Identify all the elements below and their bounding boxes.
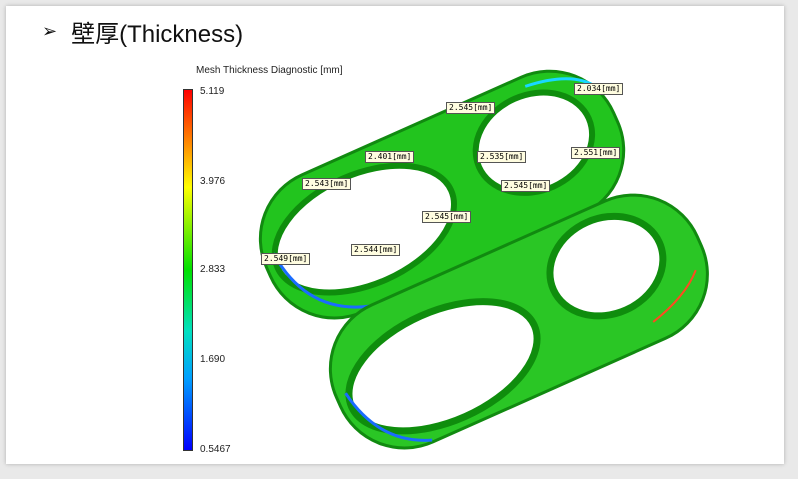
thickness-label: 2.543[mm] xyxy=(302,178,352,190)
scale-tick-4: 1.690 xyxy=(200,354,226,365)
slide-title: 壁厚(Thickness) xyxy=(71,21,244,48)
lower-part xyxy=(328,193,709,450)
bullet-arrow-icon: ➢ xyxy=(42,21,58,41)
thickness-label: 2.401[mm] xyxy=(365,151,415,163)
diagnostic-title: Mesh Thickness Diagnostic [mm] xyxy=(196,65,343,76)
thickness-label: 2.551[mm] xyxy=(571,147,621,159)
thickness-label: 2.535[mm] xyxy=(477,151,527,163)
thickness-label: 2.034[mm] xyxy=(574,83,624,95)
scale-min: 0.5467 xyxy=(200,444,231,455)
thickness-label: 2.545[mm] xyxy=(501,180,551,192)
scale-max: 5.119 xyxy=(200,86,225,97)
scale-tick-2: 3.976 xyxy=(200,176,226,187)
color-scale-bar xyxy=(183,89,193,451)
thickness-label: 2.544[mm] xyxy=(351,244,401,256)
thickness-label: 2.545[mm] xyxy=(422,211,472,223)
thickness-label: 2.549[mm] xyxy=(261,253,311,265)
scale-tick-3: 2.833 xyxy=(200,264,226,275)
slide-heading: ➢ 壁厚(Thickness) xyxy=(42,14,243,49)
thickness-label: 2.545[mm] xyxy=(446,102,496,114)
